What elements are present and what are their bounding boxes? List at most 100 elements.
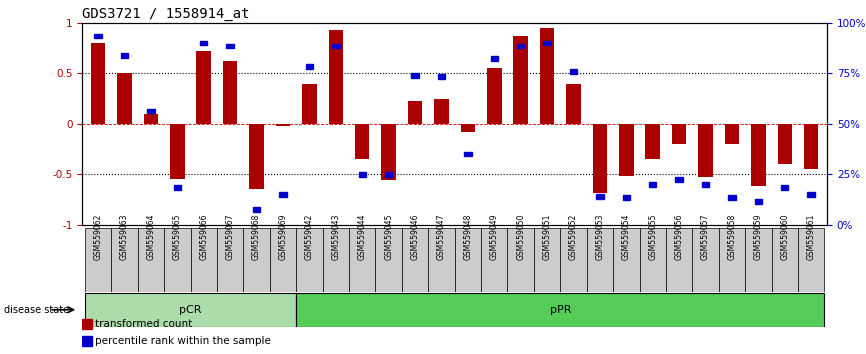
Text: GSM559055: GSM559055 (649, 213, 657, 260)
Bar (592, 124, 607, 193)
Bar (725, 124, 740, 144)
Text: GSM559051: GSM559051 (543, 214, 552, 260)
Bar (408, 101, 423, 124)
Bar (82, 336, 92, 346)
FancyBboxPatch shape (772, 228, 798, 292)
FancyBboxPatch shape (217, 228, 243, 292)
Bar (728, 195, 735, 200)
Bar (619, 124, 634, 176)
Bar (645, 124, 660, 159)
Bar (117, 73, 132, 124)
Bar (381, 124, 396, 181)
Bar (306, 64, 313, 69)
Bar (385, 172, 392, 177)
Bar (91, 43, 106, 124)
Text: GSM559058: GSM559058 (727, 214, 736, 260)
Text: GSM559062: GSM559062 (94, 214, 102, 260)
Text: GSM559065: GSM559065 (173, 213, 182, 260)
Text: pCR: pCR (179, 305, 202, 315)
Bar (566, 84, 581, 124)
FancyBboxPatch shape (586, 228, 613, 292)
FancyBboxPatch shape (560, 228, 586, 292)
Bar (487, 68, 501, 124)
Bar (249, 124, 264, 189)
Text: GSM559067: GSM559067 (226, 213, 235, 260)
Bar (514, 36, 528, 124)
Text: GSM559046: GSM559046 (410, 213, 419, 260)
FancyBboxPatch shape (639, 228, 666, 292)
Bar (461, 124, 475, 132)
FancyBboxPatch shape (455, 228, 481, 292)
Bar (517, 44, 525, 48)
Text: GSM559060: GSM559060 (780, 213, 789, 260)
Text: GSM559044: GSM559044 (358, 213, 366, 260)
Bar (434, 99, 449, 124)
Text: GSM559066: GSM559066 (199, 213, 208, 260)
Text: disease state: disease state (4, 305, 69, 315)
Text: transformed count: transformed count (95, 319, 192, 329)
Bar (355, 124, 370, 159)
FancyBboxPatch shape (191, 228, 217, 292)
FancyBboxPatch shape (112, 228, 138, 292)
FancyBboxPatch shape (270, 228, 296, 292)
FancyBboxPatch shape (138, 228, 165, 292)
Text: GSM559056: GSM559056 (675, 213, 683, 260)
Bar (328, 30, 343, 124)
Bar (540, 28, 554, 124)
Text: GSM559047: GSM559047 (437, 213, 446, 260)
FancyBboxPatch shape (481, 228, 507, 292)
Bar (778, 124, 792, 164)
Bar (121, 53, 128, 58)
FancyBboxPatch shape (376, 228, 402, 292)
FancyBboxPatch shape (243, 228, 270, 292)
FancyBboxPatch shape (85, 293, 296, 327)
Bar (227, 44, 234, 48)
Bar (490, 56, 498, 61)
Text: GSM559053: GSM559053 (596, 213, 604, 260)
FancyBboxPatch shape (533, 228, 560, 292)
Bar (302, 84, 317, 124)
Bar (275, 124, 290, 126)
Bar (200, 41, 208, 45)
Text: GSM559059: GSM559059 (754, 213, 763, 260)
Bar (751, 124, 766, 187)
Text: GSM559061: GSM559061 (807, 214, 816, 260)
FancyBboxPatch shape (323, 228, 349, 292)
Text: GSM559048: GSM559048 (463, 214, 472, 260)
FancyBboxPatch shape (692, 228, 719, 292)
FancyBboxPatch shape (85, 228, 112, 292)
Bar (672, 124, 687, 144)
Bar (543, 41, 551, 45)
Bar (411, 73, 419, 78)
FancyBboxPatch shape (507, 228, 533, 292)
Bar (197, 51, 211, 124)
Bar (253, 207, 261, 212)
Text: percentile rank within the sample: percentile rank within the sample (95, 336, 271, 346)
Bar (754, 199, 762, 204)
Bar (147, 109, 155, 113)
FancyBboxPatch shape (613, 228, 639, 292)
Text: GSM559042: GSM559042 (305, 214, 313, 260)
Text: GSM559049: GSM559049 (490, 213, 499, 260)
Bar (623, 195, 630, 200)
Bar (359, 172, 366, 177)
Bar (82, 319, 92, 329)
Bar (781, 185, 788, 190)
Text: GDS3721 / 1558914_at: GDS3721 / 1558914_at (82, 7, 249, 21)
FancyBboxPatch shape (666, 228, 692, 292)
Bar (437, 74, 445, 79)
Bar (280, 192, 287, 197)
FancyBboxPatch shape (429, 228, 455, 292)
Text: GSM559057: GSM559057 (701, 213, 710, 260)
Bar (804, 124, 818, 169)
Text: GSM559068: GSM559068 (252, 214, 261, 260)
FancyBboxPatch shape (349, 228, 376, 292)
FancyBboxPatch shape (745, 228, 772, 292)
Bar (144, 114, 158, 124)
Bar (570, 69, 578, 74)
Bar (675, 177, 682, 182)
Text: GSM559050: GSM559050 (516, 213, 525, 260)
Bar (807, 192, 815, 197)
Bar (649, 182, 656, 187)
Bar (596, 194, 604, 199)
